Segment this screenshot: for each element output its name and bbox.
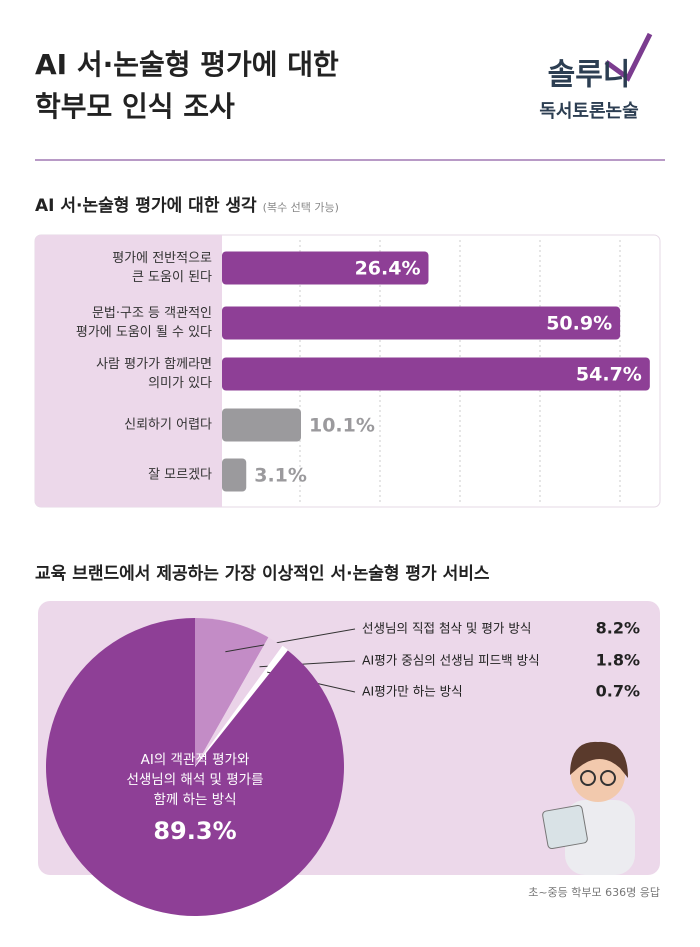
hair bbox=[570, 741, 628, 778]
value-label: 0.7% bbox=[596, 682, 640, 701]
legend-label: AI평가 중심의 선생님 피드백 방식 bbox=[362, 653, 540, 668]
bar bbox=[222, 357, 650, 391]
section-title: 교육 브랜드에서 제공하는 가장 이상적인 서·논술형 평가 서비스 bbox=[35, 563, 490, 584]
tablet bbox=[542, 804, 588, 850]
section-title: AI 서·논술형 평가에 대한 생각 bbox=[35, 195, 257, 216]
leader-line bbox=[225, 628, 356, 653]
value-label: 10.1% bbox=[309, 415, 375, 437]
logo-sub: 독서토론논술 bbox=[539, 101, 638, 122]
footnote: 초~중등 학부모 636명 응답 bbox=[528, 886, 660, 899]
glasses bbox=[580, 770, 596, 786]
category-label: 잘 모르겠다 bbox=[148, 468, 212, 483]
pie-slice bbox=[195, 637, 283, 767]
pie-slice bbox=[46, 618, 345, 916]
category-label: 사람 평가가 함께라면 bbox=[96, 357, 212, 372]
category-label: 큰 도움이 된다 bbox=[132, 270, 212, 285]
bar bbox=[222, 458, 247, 492]
slice-label: AI의 객관적 평가와 bbox=[141, 752, 250, 768]
category-label: 의미가 있다 bbox=[148, 376, 212, 391]
category-label: 평가에 전반적으로 bbox=[112, 251, 212, 266]
title-line: 학부모 인식 조사 bbox=[35, 90, 235, 123]
category-label: 신뢰하기 어렵다 bbox=[124, 418, 212, 433]
slice-label: 선생님의 해석 및 평가를 bbox=[126, 772, 263, 788]
slice-label: 함께 하는 방식 bbox=[153, 792, 236, 808]
value-label: 8.2% bbox=[596, 619, 640, 638]
value-label: 26.4% bbox=[355, 258, 421, 280]
label-panel bbox=[35, 235, 222, 507]
value-label: 54.7% bbox=[576, 364, 642, 386]
illustration bbox=[542, 741, 635, 875]
glasses bbox=[600, 770, 616, 786]
value-label: 3.1% bbox=[254, 465, 307, 487]
bar bbox=[222, 408, 301, 442]
category-label: 평가에 도움이 될 수 있다 bbox=[76, 325, 212, 340]
title-line: AI 서·논술형 평가에 대한 bbox=[35, 48, 339, 81]
section-subtitle: (복수 선택 가능) bbox=[263, 201, 339, 214]
value-label: 89.3% bbox=[153, 817, 236, 845]
logo-name: 솔루니 bbox=[548, 58, 631, 93]
bar bbox=[222, 251, 429, 285]
category-label: 문법·구조 등 객관적인 bbox=[92, 306, 212, 321]
pie-slice bbox=[195, 618, 269, 767]
legend-label: 선생님의 직접 첨삭 및 평가 방식 bbox=[362, 621, 531, 636]
legend-label: AI평가만 하는 방식 bbox=[362, 684, 463, 699]
bar bbox=[222, 306, 621, 340]
value-label: 50.9% bbox=[546, 313, 612, 335]
value-label: 1.8% bbox=[596, 651, 640, 670]
pie-slice bbox=[194, 645, 289, 768]
logo-mark bbox=[604, 32, 653, 82]
